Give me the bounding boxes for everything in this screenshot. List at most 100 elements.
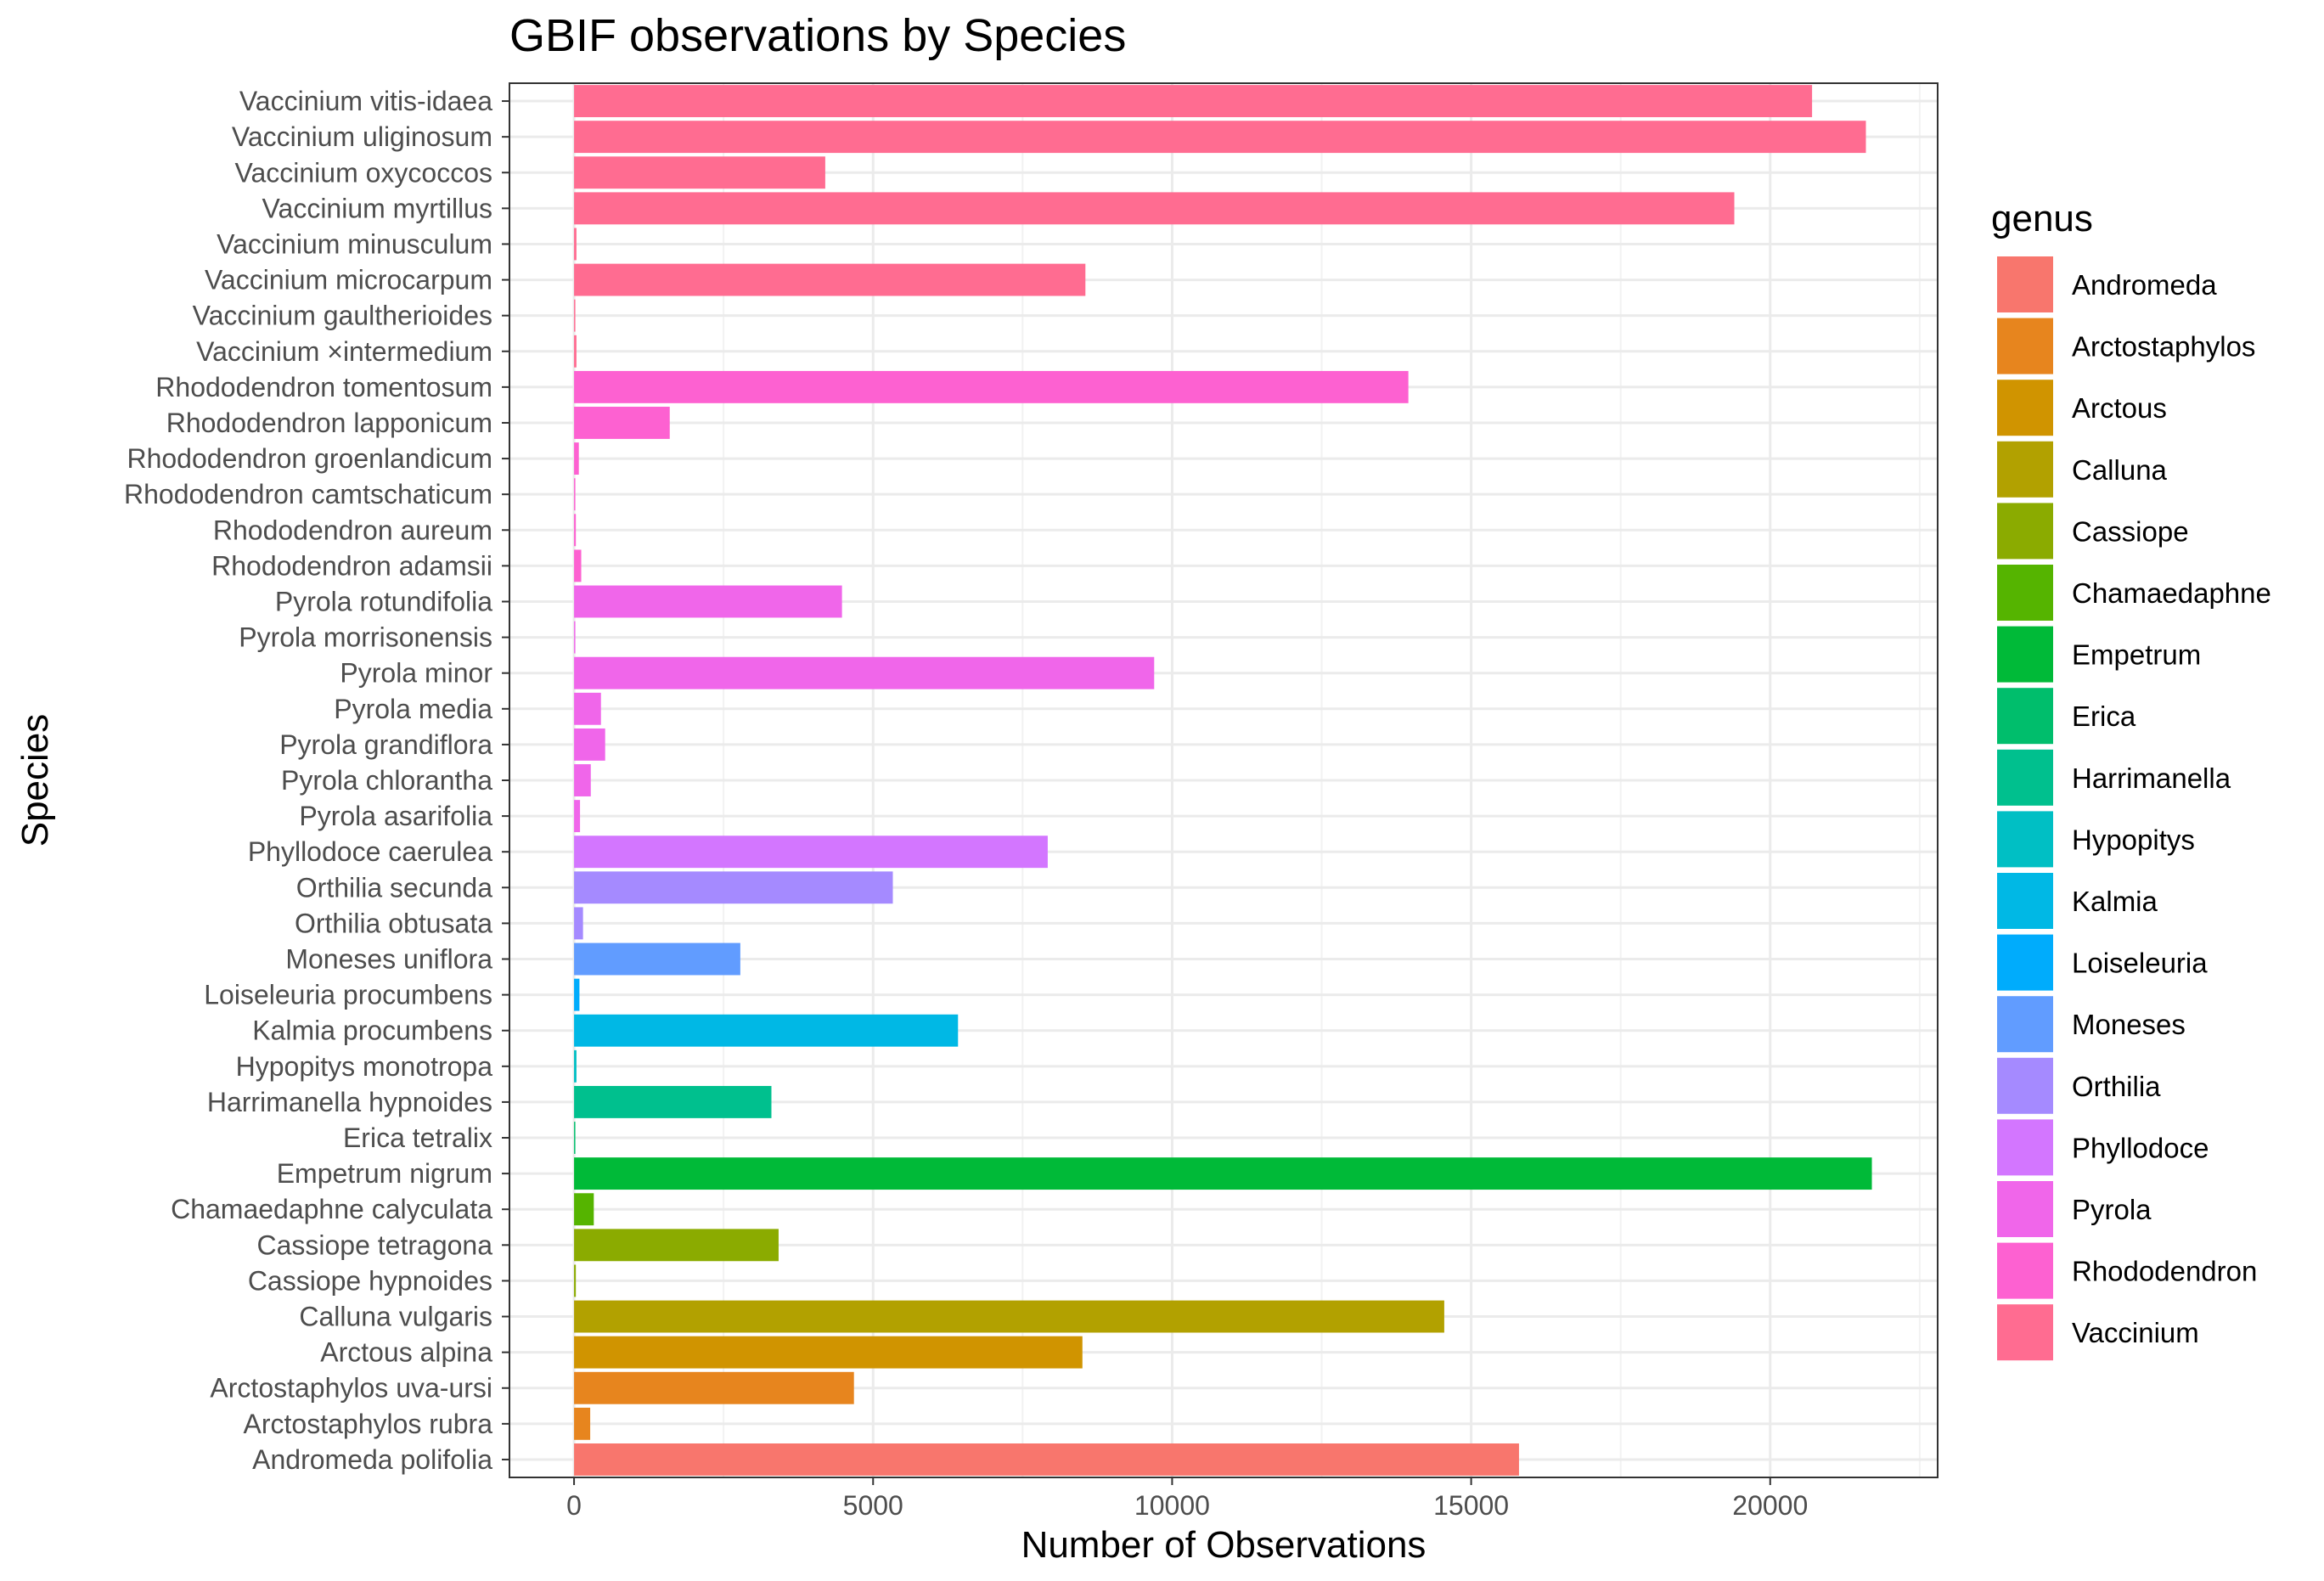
legend: genus Andromeda Arctostaphylos Arctous Call… — [1991, 198, 2271, 1361]
y-tick-label: Harrimanella hypnoides — [207, 1087, 492, 1117]
y-tick-label: Pyrola grandiflora — [279, 729, 492, 760]
legend-label: Arctostaphylos — [2072, 331, 2255, 363]
bar — [574, 1371, 854, 1404]
y-tick-label: Rhododendron aureum — [213, 515, 492, 545]
bar — [574, 370, 1409, 403]
bar — [574, 1264, 577, 1297]
bar — [574, 1336, 1083, 1369]
legend-key — [1997, 626, 2053, 683]
bar — [574, 1014, 959, 1047]
y-tick-label: Chamaedaphne calyculata — [171, 1194, 492, 1224]
x-tick-label: 20000 — [1732, 1490, 1808, 1521]
chart-title: GBIF observations by Species — [509, 10, 1126, 61]
y-tick-label: Arctostaphylos rubra — [244, 1409, 493, 1439]
bar — [574, 1443, 1519, 1476]
legend-key — [1997, 503, 2053, 560]
y-tick-label: Vaccinium myrtillus — [262, 193, 492, 223]
legend-label: Loiseleuria — [2072, 948, 2208, 979]
y-tick-label: Vaccinium vitis-idaea — [239, 86, 492, 116]
legend-key — [1997, 256, 2053, 312]
y-tick-label: Vaccinium minusculum — [217, 228, 492, 259]
y-tick-label: Pyrola media — [334, 694, 492, 724]
bar — [574, 1085, 772, 1118]
legend-key — [1997, 1181, 2053, 1237]
legend-title: genus — [1991, 198, 2093, 239]
y-tick-label: Rhododendron lapponicum — [166, 408, 492, 438]
y-tick-label: Pyrola minor — [340, 658, 492, 689]
legend-key — [1997, 1119, 2053, 1176]
bar — [574, 514, 577, 547]
y-tick-label: Phyllodoce caerulea — [248, 836, 492, 867]
legend-key — [1997, 749, 2053, 806]
bar — [574, 407, 670, 439]
legend-key — [1997, 380, 2053, 436]
y-tick-label: Pyrola rotundifolia — [275, 586, 492, 616]
bar — [574, 1122, 576, 1154]
legend-label: Arctous — [2072, 392, 2167, 424]
bar — [574, 728, 605, 761]
y-tick-label: Empetrum nigrum — [277, 1158, 492, 1189]
x-axis-title: Number of Observations — [1021, 1524, 1426, 1566]
bar — [574, 1229, 779, 1262]
y-tick-label: Orthilia obtusata — [295, 908, 492, 938]
y-tick-label: Vaccinium uliginosum — [232, 121, 492, 152]
legend-key — [1997, 873, 2053, 929]
legend-key — [1997, 1057, 2053, 1114]
bar — [574, 1407, 591, 1440]
bar — [574, 263, 1086, 296]
y-tick-label: Cassiope hypnoides — [248, 1265, 492, 1296]
legend-label: Moneses — [2072, 1009, 2186, 1040]
y-tick-label: Rhododendron groenlandicum — [127, 443, 492, 474]
legend-label: Hypopitys — [2072, 824, 2195, 855]
bar — [574, 478, 576, 511]
legend-label: Orthilia — [2072, 1071, 2161, 1102]
y-tick-label: Cassiope tetragona — [256, 1229, 492, 1260]
bar — [574, 121, 1866, 154]
legend-label: Erica — [2072, 700, 2136, 732]
y-tick-label: Pyrola asarifolia — [299, 801, 492, 831]
legend-label: Andromeda — [2072, 269, 2217, 301]
legend-key — [1997, 811, 2053, 868]
bar — [574, 1049, 577, 1083]
legend-label: Empetrum — [2072, 639, 2201, 671]
legend-label: Rhododendron — [2072, 1256, 2257, 1287]
bars — [574, 85, 1872, 1476]
legend-label: Calluna — [2072, 454, 2168, 486]
y-tick-label: Kalmia procumbens — [252, 1016, 492, 1046]
x-tick-label: 10000 — [1134, 1490, 1210, 1521]
bar — [574, 978, 580, 1011]
bar — [574, 335, 577, 368]
x-tick-label: 0 — [566, 1490, 582, 1521]
legend-key — [1997, 565, 2053, 621]
legend-key — [1997, 441, 2053, 498]
bar — [574, 942, 740, 976]
legend-key — [1997, 318, 2053, 374]
legend-key — [1997, 688, 2053, 745]
bar — [574, 692, 601, 725]
y-tick-label: Andromeda polifolia — [252, 1444, 492, 1475]
bar — [574, 299, 576, 332]
bar — [574, 621, 576, 654]
bar — [574, 836, 1048, 869]
legend-label: Chamaedaphne — [2072, 577, 2271, 609]
y-tick-label: Orthilia secunda — [296, 872, 492, 903]
bar — [574, 442, 579, 475]
bar — [574, 764, 591, 796]
y-tick-label: Loiseleuria procumbens — [204, 980, 492, 1010]
y-tick-label: Pyrola morrisonensis — [239, 622, 492, 653]
legend-label: Vaccinium — [2072, 1317, 2199, 1348]
bar — [574, 228, 577, 261]
bar — [574, 1300, 1444, 1333]
x-tick-label: 5000 — [843, 1490, 903, 1521]
bar — [574, 156, 825, 189]
bar — [574, 800, 581, 833]
legend-key — [1997, 934, 2053, 991]
legend-key — [1997, 1304, 2053, 1361]
y-tick-label: Rhododendron adamsii — [211, 550, 492, 581]
bar — [574, 585, 842, 618]
y-tick-label: Rhododendron camtschaticum — [124, 479, 492, 509]
y-tick-label: Erica tetralix — [343, 1122, 492, 1153]
y-tick-label: Arctous alpina — [320, 1337, 492, 1368]
y-axis: Vaccinium vitis-idaea Vaccinium uliginosu… — [124, 86, 509, 1475]
legend-label: Kalmia — [2072, 886, 2158, 917]
